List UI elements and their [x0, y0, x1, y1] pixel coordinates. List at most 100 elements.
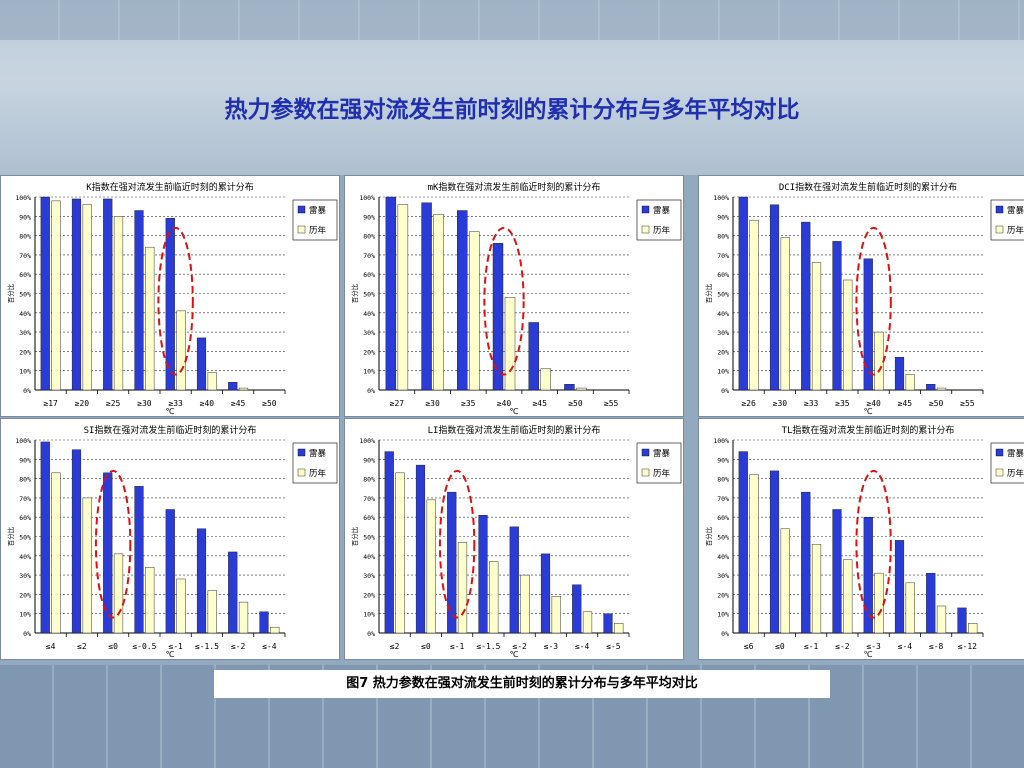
x-tick-label: ≥33 — [168, 399, 183, 408]
legend-swatch-series1 — [641, 205, 650, 214]
bar-series1 — [801, 491, 811, 634]
chart-title: DCI指数在强对流发生前临近时刻的累计分布 — [779, 181, 957, 193]
bar-series1 — [926, 572, 936, 634]
x-tick-label: ≥40 — [866, 399, 881, 408]
bar-series2 — [207, 590, 217, 634]
bar-series1 — [738, 196, 748, 391]
x-tick-label: ≤-2 — [512, 642, 527, 651]
y-tick-label: 30% — [363, 572, 375, 580]
x-tick-label: ≤-3 — [866, 642, 881, 651]
bar-series2 — [504, 297, 516, 391]
bar-series2 — [540, 368, 551, 391]
y-tick-label: 30% — [363, 329, 375, 337]
y-tick-label: 90% — [717, 213, 729, 221]
legend-swatch-series2 — [297, 225, 306, 234]
chart-panel-si: SI指数在强对流发生前临近时刻的累计分布 0% 10% 20% 30% 40% 50% 60%… — [0, 418, 340, 660]
bar-series1 — [572, 584, 582, 634]
highlight-ellipse — [483, 226, 525, 376]
y-tick-label: 80% — [363, 233, 375, 241]
bar-series2 — [238, 387, 249, 391]
y-tick-label: 30% — [717, 329, 729, 337]
y-tick-label: 20% — [717, 591, 729, 599]
bar-series1 — [384, 451, 394, 634]
legend-label-series1: 雷暴 — [1007, 449, 1024, 459]
y-tick-label: 90% — [717, 456, 729, 464]
bar-series2 — [489, 561, 499, 634]
bar-series1 — [71, 198, 82, 391]
x-axis-label: ℃ — [510, 650, 519, 659]
bar-series2 — [874, 331, 884, 391]
bar-series1 — [415, 464, 426, 634]
bar-series1 — [540, 553, 551, 634]
legend-label-series2: 历年 — [1007, 468, 1024, 479]
x-tick-label: ≤4 — [46, 642, 56, 651]
bar-series1 — [528, 322, 539, 391]
x-tick-label: ≥25 — [106, 399, 121, 408]
y-tick-label: 100% — [15, 194, 31, 202]
chart-title: K指数在强对流发生前临近时刻的累计分布 — [86, 181, 253, 193]
y-tick-label: 20% — [19, 348, 31, 356]
chart-panel-tl: TL指数在强对流发生前临近时刻的累计分布 0% 10% 20% 30% 40% 50% 60%… — [698, 418, 1024, 660]
x-tick-label: ≤-1 — [168, 642, 183, 651]
y-tick-label: 90% — [19, 213, 31, 221]
y-tick-label: 80% — [19, 233, 31, 241]
x-tick-label: ≥30 — [773, 399, 788, 408]
bar-series1 — [196, 337, 207, 391]
x-axis-label: ℃ — [166, 650, 175, 659]
y-axis-label: 百分比 — [350, 283, 359, 303]
legend-swatch-series2 — [995, 225, 1004, 234]
y-tick-label: 20% — [19, 591, 31, 599]
y-tick-label: 80% — [717, 476, 729, 484]
x-tick-label: ≥55 — [960, 399, 975, 408]
bar-series1 — [832, 241, 842, 391]
x-tick-label: ≤6 — [744, 642, 754, 651]
chart-panel-k: K指数在强对流发生前临近时刻的累计分布 0% 10% 20% 30% 40% 50% 60% 7… — [0, 175, 340, 417]
x-tick-label: ≤-0.5 — [132, 642, 156, 651]
y-tick-label: 40% — [19, 553, 31, 561]
x-tick-label: ≤2 — [77, 642, 87, 651]
y-tick-label: 100% — [359, 437, 375, 445]
legend-swatch-series1 — [995, 448, 1004, 457]
x-tick-label: ≥33 — [804, 399, 819, 408]
y-axis-label: 百分比 — [704, 283, 713, 303]
chart-svg: DCI指数在强对流发生前临近时刻的累计分布 0% 10% 20% 30% 40% 50% 60… — [704, 181, 1024, 416]
bar-series1 — [738, 451, 748, 634]
bar-series2 — [905, 374, 915, 391]
charts-grid: K指数在强对流发生前临近时刻的累计分布 0% 10% 20% 30% 40% 50% 60% 7… — [0, 174, 1024, 664]
bar-series2 — [936, 605, 947, 634]
bar-series2 — [395, 472, 405, 634]
bar-series1 — [134, 210, 144, 391]
bar-series2 — [433, 214, 444, 391]
x-tick-label: ≥30 — [425, 399, 440, 408]
highlight-ellipse — [94, 469, 132, 619]
x-axis-label: ℃ — [864, 650, 873, 659]
legend-label-series2: 历年 — [653, 225, 671, 236]
y-tick-label: 60% — [19, 271, 31, 279]
chart-panel-dci: DCI指数在强对流发生前临近时刻的累计分布 0% 10% 20% 30% 40% 50% 60… — [698, 175, 1024, 417]
y-tick-label: 10% — [717, 611, 729, 619]
bar-series2 — [811, 262, 822, 391]
bar-series2 — [780, 237, 790, 391]
bar-series2 — [843, 279, 853, 391]
x-tick-label: ≤-1 — [450, 642, 465, 651]
x-tick-label: ≤-4 — [575, 642, 590, 651]
bar-series1 — [228, 382, 238, 391]
bar-series1 — [564, 384, 575, 391]
y-tick-label: 100% — [713, 437, 729, 445]
bar-series2 — [520, 574, 530, 634]
chart-svg: SI指数在强对流发生前临近时刻的累计分布 0% 10% 20% 30% 40% 50% 60%… — [6, 424, 338, 659]
bar-series2 — [780, 528, 790, 634]
chart-svg: LI指数在强对流发生前临近时刻的累计分布 0% 10% 20% 30% 40% 50% 60%… — [350, 424, 682, 659]
x-tick-label: ≤0 — [775, 642, 785, 651]
y-axis-label: 百分比 — [6, 283, 15, 303]
bar-series2 — [614, 623, 624, 634]
bar-series1 — [103, 472, 113, 634]
legend-label-series2: 历年 — [309, 225, 327, 236]
y-tick-label: 80% — [717, 233, 729, 241]
bar-series1 — [40, 196, 50, 391]
y-tick-label: 60% — [717, 271, 729, 279]
y-tick-label: 80% — [19, 476, 31, 484]
bar-series1 — [863, 516, 873, 634]
